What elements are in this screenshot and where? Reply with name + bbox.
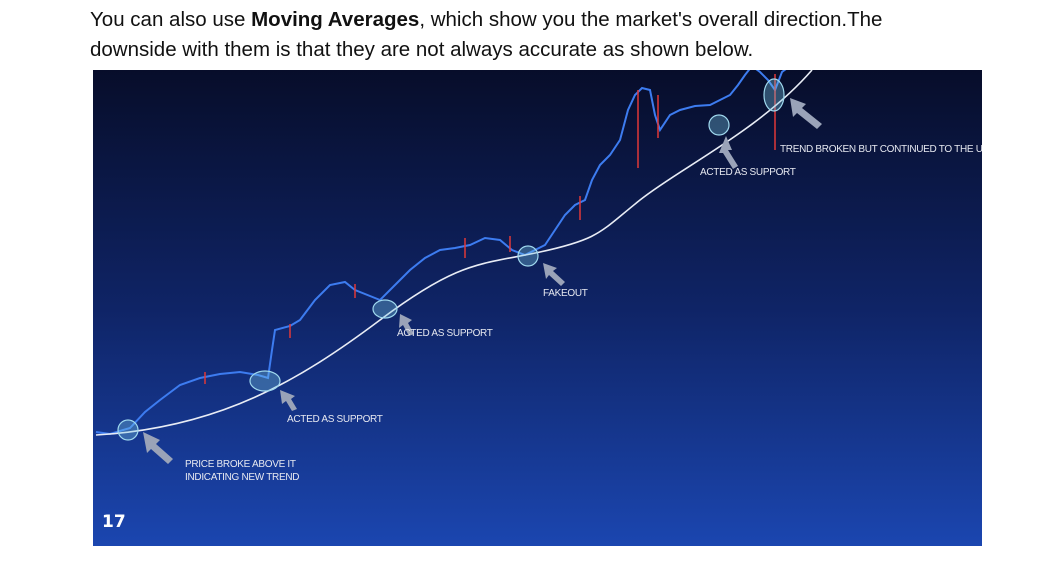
- logo: 𝟭𝟳: [102, 512, 126, 531]
- annotation: FAKEOUT: [543, 288, 588, 299]
- red-candles: [204, 74, 776, 384]
- text-line: downside with them is that they are not …: [90, 38, 754, 61]
- text-line: You can also use Moving Averages, which …: [90, 7, 882, 33]
- text: , which show you the market's overall di…: [419, 8, 883, 31]
- annotation: TREND BROKEN BUT CONTINUED TO THE UPSIDE: [780, 144, 1012, 155]
- highlight-circles: [117, 78, 785, 441]
- annotation: INDICATING NEW TREND: [185, 472, 299, 483]
- annotation: ACTED AS SUPPORT: [700, 167, 796, 178]
- text: You can also use: [90, 8, 252, 31]
- arrows: [143, 98, 822, 464]
- annotation: PRICE BROKE ABOVE IT: [185, 459, 296, 470]
- annotation: ACTED AS SUPPORT: [397, 328, 493, 339]
- annotation: ACTED AS SUPPORT: [287, 414, 383, 425]
- bold-text: Moving Averages: [251, 8, 420, 31]
- image-background: [93, 70, 982, 546]
